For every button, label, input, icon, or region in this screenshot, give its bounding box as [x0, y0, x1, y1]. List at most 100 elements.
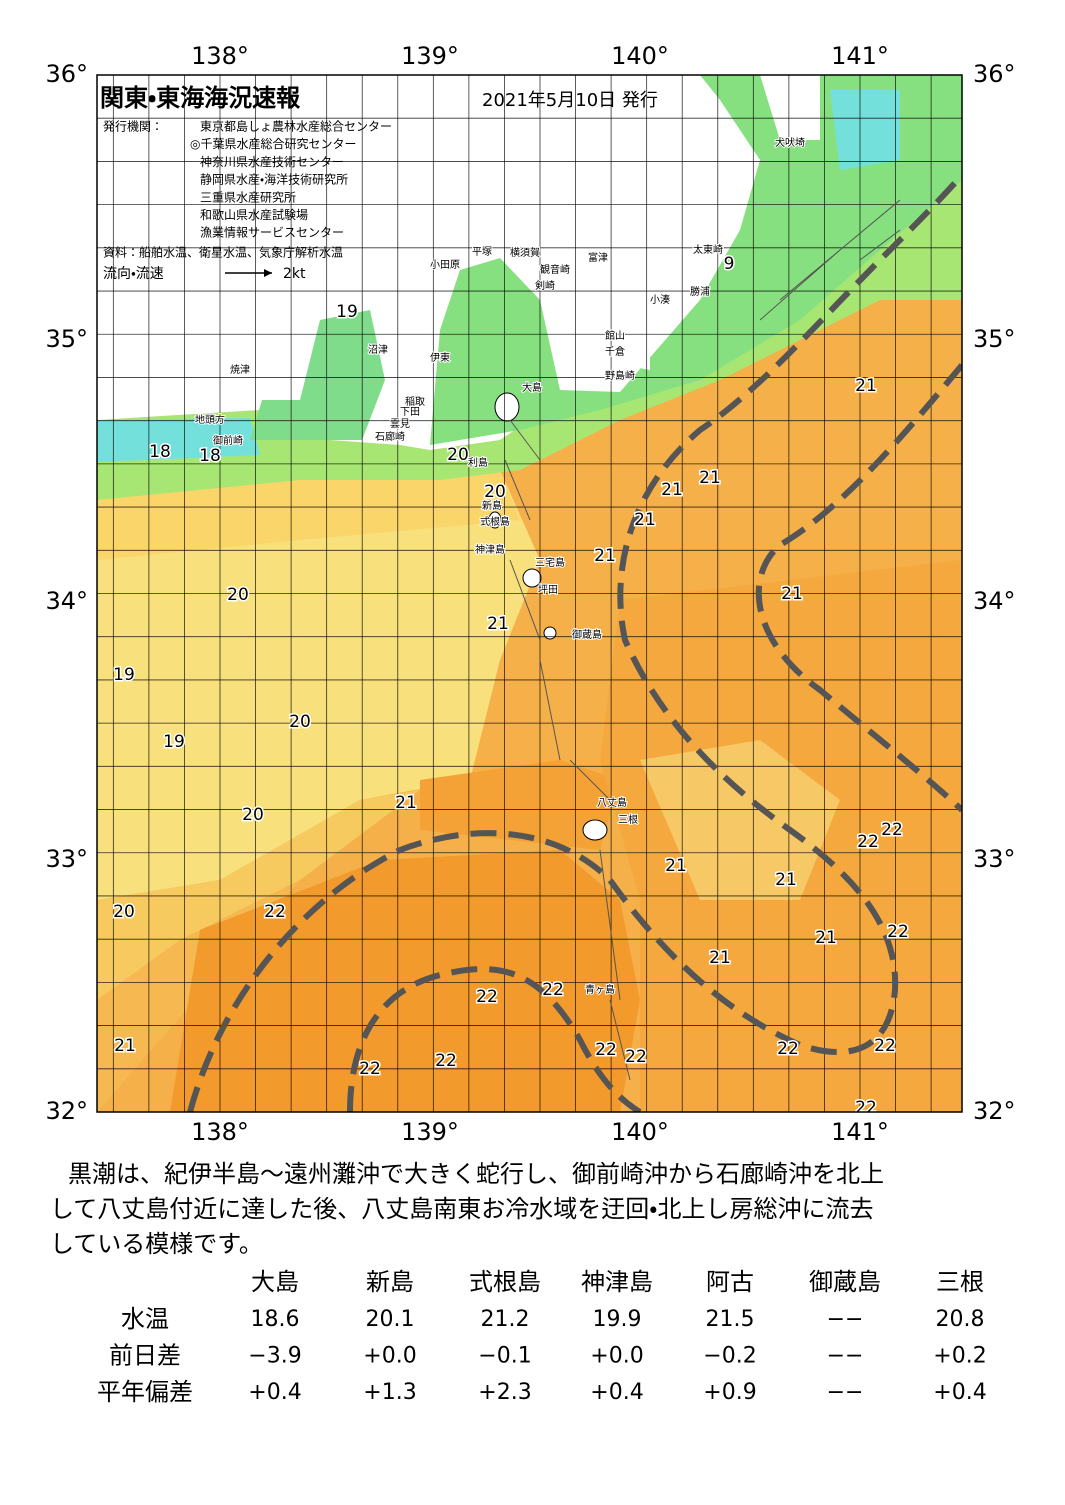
place-label: 神津島	[475, 543, 505, 556]
lon-label-bottom: 139°	[401, 1118, 459, 1146]
temperature-label: 22	[435, 1051, 457, 1071]
lon-label-top: 141°	[831, 42, 889, 70]
sea-cold	[830, 90, 900, 170]
table-cell: +0.0	[590, 1344, 643, 1369]
place-label: 大島	[522, 381, 542, 394]
lat-label-right: 35°	[973, 325, 1016, 353]
kuroshio-axis	[187, 173, 962, 1112]
table-cell: +0.4	[248, 1380, 301, 1405]
temperature-label: 21	[634, 510, 656, 530]
temperature-label: 20	[113, 902, 135, 922]
place-label: 沼津	[368, 343, 388, 356]
boso-land	[560, 250, 650, 370]
temperature-label: 22	[264, 902, 286, 922]
publisher-label: 発行機関：	[103, 120, 163, 134]
temperature-label: 21	[594, 546, 616, 566]
publisher: 和歌山県水産試験場	[200, 207, 308, 222]
land	[760, 75, 820, 140]
place-label: 石廊崎	[375, 430, 405, 443]
row-label: 前日差	[109, 1342, 181, 1370]
legend-scale: 2kt	[283, 266, 306, 282]
place-label: 三根	[618, 813, 638, 826]
temperature-label: 21	[395, 793, 417, 813]
table-cell: −0.2	[703, 1344, 756, 1369]
temperature-label: 22	[855, 1098, 877, 1118]
place-label: 坪田	[538, 583, 558, 596]
temperature-label: 22	[625, 1047, 647, 1067]
place-label: 青ヶ島	[585, 983, 615, 996]
place-label: 野島崎	[605, 369, 635, 382]
table-cell: +0.4	[590, 1380, 643, 1405]
temperature-label: 21	[781, 584, 803, 604]
temperature-label: 22	[595, 1040, 617, 1060]
place-label: 雲見	[390, 418, 410, 430]
table-header: 三根	[936, 1268, 984, 1296]
sea-warm	[420, 760, 620, 850]
temperature-label: 22	[359, 1059, 381, 1079]
place-label: 太東崎	[693, 243, 723, 256]
issue-date: 2021年5月10日 発行	[482, 90, 658, 111]
temperature-label: 20	[484, 482, 506, 502]
temperature-label: 21	[487, 614, 509, 634]
island	[494, 392, 520, 422]
lat-label-left: 34°	[45, 587, 88, 615]
table-cell: +0.2	[933, 1344, 986, 1369]
temperature-label: 21	[699, 468, 721, 488]
lat-label-right: 33°	[973, 845, 1016, 873]
lon-label-top: 140°	[611, 42, 669, 70]
temperature-label: 21	[775, 870, 797, 890]
temperature-label: 22	[777, 1039, 799, 1059]
publisher: 静岡県水産・海洋技術研究所	[200, 172, 348, 187]
place-label: 八丈島	[597, 796, 627, 809]
sea-mid	[97, 790, 420, 1000]
table-cell: 20.1	[366, 1307, 415, 1332]
lat-label-right: 32°	[973, 1097, 1016, 1125]
suruga-bay	[250, 310, 385, 440]
sea-cold	[97, 418, 260, 462]
table-cell: 21.2	[481, 1307, 530, 1332]
legend-label: 流向・流速	[103, 266, 164, 282]
publisher: ◎千葉県水産総合研究センター	[190, 136, 356, 151]
description-line: している模様です。	[50, 1230, 263, 1258]
temperature-label: 19	[163, 732, 185, 752]
row-label: 水温	[121, 1305, 169, 1333]
place-label: 下田	[400, 407, 420, 418]
lat-label-left: 33°	[45, 845, 88, 873]
table-cell: 18.6	[251, 1307, 300, 1332]
temperature-label: 18	[199, 446, 221, 466]
table-cell: −−	[827, 1344, 864, 1369]
sea-cool	[97, 470, 540, 1112]
place-label: 稲取	[405, 396, 425, 408]
place-label: 剣崎	[535, 279, 555, 292]
publisher: 三重県水産研究所	[200, 190, 296, 204]
temperature-label: 9	[724, 254, 735, 274]
sea-mid	[640, 740, 840, 900]
temperature-label: 18	[149, 442, 171, 462]
temperature-label: 21	[815, 928, 837, 948]
grid	[97, 75, 962, 1112]
table-header: 阿古	[706, 1268, 754, 1296]
place-label: 式根島	[480, 515, 510, 528]
temperature-label: 22	[881, 820, 903, 840]
lon-label-top: 139°	[401, 42, 459, 70]
lon-label-bottom: 140°	[611, 1118, 669, 1146]
place-label: 富津	[588, 251, 608, 264]
table-header: 式根島	[469, 1268, 541, 1296]
table-header: 御蔵島	[809, 1268, 881, 1296]
temperature-label: 20	[227, 585, 249, 605]
title: 関東・東海海況速報	[100, 84, 301, 112]
sagami-sea	[430, 75, 962, 445]
place-label: 小田原	[430, 259, 460, 271]
temperature-label: 20	[289, 712, 311, 732]
lon-label-bottom: 138°	[191, 1118, 249, 1146]
place-label: 平塚	[472, 246, 492, 258]
place-label: 千倉	[605, 346, 625, 358]
publisher: 神奈川県水産技術センター	[200, 154, 344, 169]
table-cell: +2.3	[478, 1380, 531, 1405]
place-label: 御蔵島	[572, 628, 602, 641]
place-label: 地頭方	[195, 413, 225, 426]
